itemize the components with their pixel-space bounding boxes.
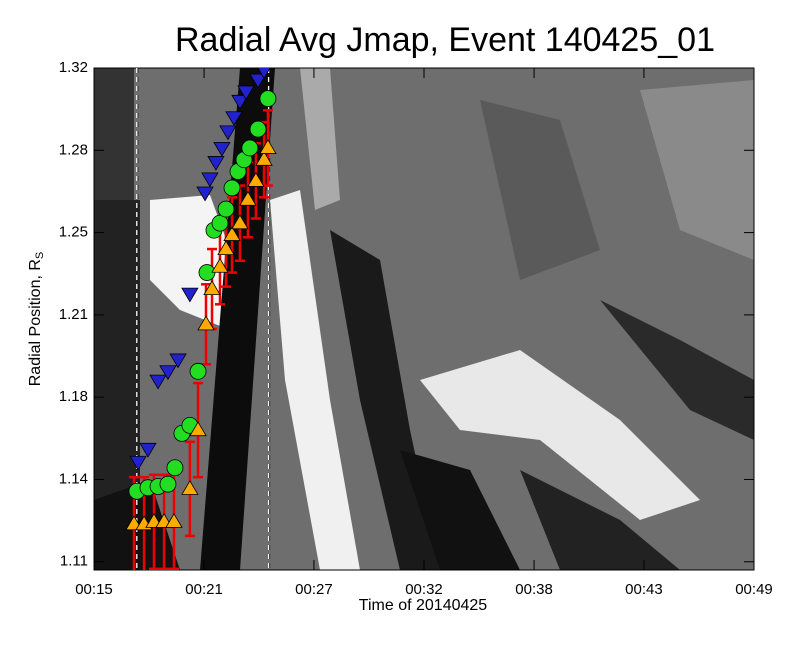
point bbox=[181, 480, 199, 495]
point bbox=[196, 186, 214, 202]
point bbox=[241, 139, 259, 157]
point bbox=[225, 111, 243, 127]
point bbox=[257, 68, 271, 80]
point bbox=[165, 513, 183, 528]
point bbox=[231, 94, 249, 110]
point bbox=[149, 374, 167, 390]
data-layer bbox=[125, 68, 277, 570]
point bbox=[207, 156, 225, 171]
y-tick-label: 1.21 bbox=[59, 306, 88, 323]
point bbox=[189, 421, 207, 437]
x-tick-label: 00:43 bbox=[625, 581, 663, 598]
point bbox=[217, 240, 235, 256]
y-tick-label: 1.14 bbox=[59, 470, 88, 487]
x-axis-label: Time of 20140425 bbox=[359, 597, 487, 614]
point bbox=[237, 85, 255, 101]
jmap-background bbox=[94, 68, 754, 570]
point bbox=[219, 125, 237, 141]
point bbox=[239, 190, 257, 206]
y-tick-label: 1.18 bbox=[59, 388, 88, 405]
point bbox=[139, 442, 157, 458]
point bbox=[197, 315, 215, 331]
x-tick-label: 00:32 bbox=[405, 581, 443, 598]
point bbox=[249, 120, 267, 138]
point bbox=[213, 141, 231, 157]
point bbox=[159, 365, 177, 381]
y-tick-label: 1.11 bbox=[60, 553, 88, 570]
point bbox=[231, 214, 249, 230]
y-axis-label-subscript: S bbox=[34, 252, 46, 259]
point bbox=[223, 226, 241, 241]
point bbox=[189, 362, 207, 380]
point bbox=[181, 287, 199, 303]
point bbox=[201, 172, 219, 188]
chart-title: Radial Avg Jmap, Event 140425_01 bbox=[175, 21, 715, 59]
point bbox=[249, 73, 267, 89]
point bbox=[217, 200, 235, 218]
x-tick-label: 00:38 bbox=[515, 581, 553, 598]
y-axis-label-text: Radial Position, R bbox=[27, 259, 44, 386]
point bbox=[211, 257, 229, 273]
point bbox=[259, 90, 277, 107]
point bbox=[129, 455, 147, 471]
point bbox=[255, 150, 273, 166]
x-tick-label: 00:21 bbox=[185, 581, 223, 598]
x-tick-label: 00:27 bbox=[295, 581, 333, 598]
point bbox=[223, 179, 241, 197]
y-tick-label: 1.25 bbox=[59, 224, 88, 241]
y-tick-label: 1.28 bbox=[59, 141, 88, 158]
x-tick-label: 00:15 bbox=[75, 581, 113, 598]
y-tick-label: 1.32 bbox=[59, 59, 88, 76]
point bbox=[166, 459, 184, 477]
x-tick-label: 00:49 bbox=[735, 581, 773, 598]
point bbox=[203, 280, 221, 296]
point bbox=[211, 214, 229, 232]
point bbox=[259, 139, 277, 154]
point bbox=[169, 353, 187, 369]
point bbox=[159, 475, 177, 493]
y-axis-label: Radial Position, RS bbox=[27, 252, 46, 387]
point bbox=[247, 172, 265, 187]
